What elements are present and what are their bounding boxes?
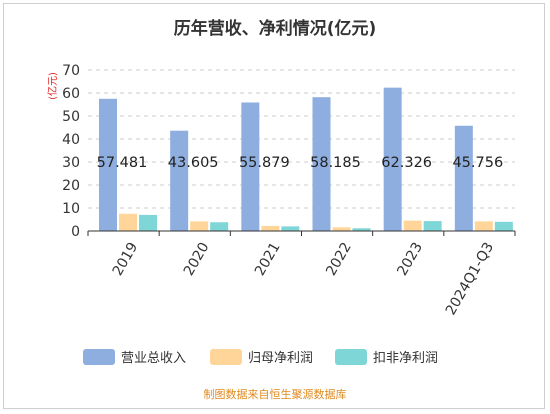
legend-swatch	[83, 349, 115, 365]
bar-1-2019	[99, 98, 117, 231]
bar-3-2021	[281, 226, 300, 231]
x-tick-label: 2019	[110, 240, 142, 279]
chart-title: 历年营收、净利情况(亿元)	[174, 18, 377, 39]
y-tick-label: 40	[62, 132, 80, 148]
gridlines	[88, 69, 515, 209]
bar-2-2021	[261, 225, 280, 231]
legend: 营业总收入 归母净利润 扣非净利润	[83, 349, 438, 366]
bar-1-2024Q1-Q3	[454, 125, 473, 231]
y-tick-label: 70	[62, 63, 80, 79]
y-tick-label: 10	[62, 201, 80, 217]
bar-1-2021	[241, 102, 260, 231]
bar-2-2023	[403, 220, 422, 231]
bar-1-2020	[170, 130, 189, 231]
y-axis-ticks: 0 10 20 30 40 50 60 70	[62, 63, 80, 240]
bar-2-2019	[119, 213, 137, 231]
y-tick-label: 0	[71, 224, 80, 240]
bar-3-2024Q1-Q3	[494, 221, 513, 231]
bar-3-2023	[423, 221, 442, 231]
bar-2-2024Q1-Q3	[474, 221, 493, 231]
data-label: 55.879	[239, 155, 290, 171]
legend-label: 扣非净利润	[373, 351, 438, 366]
bar-2-2022	[332, 227, 351, 231]
bar-3-2022	[352, 228, 371, 231]
bar-series	[99, 87, 513, 231]
data-label: 45.756	[452, 155, 503, 171]
chart-frame	[3, 3, 545, 409]
x-tick-label: 2024Q1-Q3	[443, 240, 497, 318]
x-tick-label: 2022	[323, 240, 355, 279]
bar-1-2023	[383, 87, 402, 231]
data-label: 62.326	[381, 155, 432, 171]
legend-swatch	[210, 349, 242, 365]
y-axis-unit-label: (亿元)	[46, 72, 59, 100]
bar-2-2020	[190, 221, 209, 231]
x-tick-label: 2023	[394, 240, 426, 279]
y-tick-label: 30	[62, 155, 80, 171]
source-note: 制图数据来自恒生聚源数据库	[204, 387, 347, 401]
data-labels: 57.481 43.605 55.879 58.185 62.326 45.756	[97, 155, 504, 171]
y-tick-label: 20	[62, 178, 80, 194]
bar-3-2020	[210, 222, 229, 231]
bar-1-2022	[312, 97, 331, 231]
bar-3-2019	[139, 214, 157, 231]
x-tick-label: 2020	[181, 240, 213, 279]
legend-label: 归母净利润	[248, 351, 313, 366]
y-tick-label: 60	[62, 86, 80, 102]
data-label: 43.605	[168, 155, 219, 171]
x-tick-label: 2021	[252, 240, 284, 279]
legend-label: 营业总收入	[121, 351, 186, 366]
legend-swatch	[335, 349, 367, 365]
y-tick-label: 50	[62, 109, 80, 125]
x-axis-ticks: 2019 2020 2021 2022 2023 2024Q1-Q3	[87, 231, 516, 318]
data-label: 57.481	[97, 155, 148, 171]
data-label: 58.185	[310, 155, 361, 171]
